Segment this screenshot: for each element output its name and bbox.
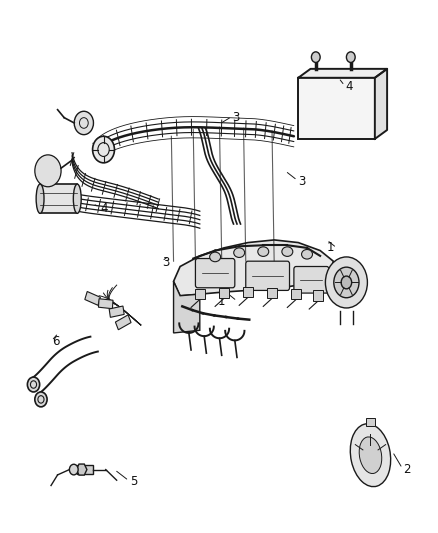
Ellipse shape [209, 252, 220, 262]
Text: 1: 1 [326, 241, 333, 254]
Text: 5: 5 [130, 475, 137, 488]
Bar [218, 288, 229, 298]
Circle shape [35, 392, 47, 407]
Bar [290, 289, 300, 300]
FancyBboxPatch shape [245, 261, 289, 290]
Bar [77, 465, 92, 474]
Circle shape [74, 111, 93, 135]
Circle shape [44, 166, 51, 175]
Text: 6: 6 [52, 335, 60, 349]
Bar [297, 78, 374, 139]
Circle shape [340, 276, 351, 289]
Text: 4: 4 [345, 80, 352, 93]
Circle shape [325, 257, 367, 308]
Text: 3: 3 [162, 256, 170, 269]
Bar [98, 298, 113, 309]
Text: 3: 3 [297, 175, 305, 188]
Bar [40, 184, 77, 213]
Bar [115, 315, 131, 330]
Ellipse shape [350, 424, 390, 487]
FancyBboxPatch shape [195, 259, 234, 288]
Ellipse shape [36, 184, 44, 213]
Circle shape [40, 161, 56, 180]
Ellipse shape [301, 249, 312, 259]
FancyBboxPatch shape [293, 266, 328, 293]
Polygon shape [374, 69, 386, 139]
Circle shape [27, 377, 39, 392]
Circle shape [346, 52, 354, 62]
Ellipse shape [281, 247, 292, 256]
Text: 1: 1 [265, 271, 272, 284]
Polygon shape [76, 464, 87, 475]
Ellipse shape [233, 248, 244, 257]
Bar [85, 292, 100, 305]
Circle shape [311, 52, 319, 62]
Bar [194, 289, 205, 300]
Ellipse shape [73, 184, 81, 213]
Text: 1: 1 [217, 295, 224, 308]
Ellipse shape [358, 437, 381, 473]
Bar [365, 418, 374, 426]
Text: 2: 2 [403, 463, 410, 476]
Circle shape [333, 267, 358, 298]
Polygon shape [297, 69, 386, 78]
Text: 4: 4 [100, 201, 108, 214]
Polygon shape [173, 281, 199, 333]
Circle shape [69, 464, 78, 475]
Bar [266, 288, 277, 298]
Circle shape [35, 155, 61, 187]
Bar [109, 306, 124, 317]
Polygon shape [173, 240, 332, 296]
Circle shape [92, 136, 114, 163]
Bar [242, 287, 253, 297]
Text: 3: 3 [232, 111, 240, 124]
Bar [312, 290, 322, 301]
Ellipse shape [257, 247, 268, 256]
